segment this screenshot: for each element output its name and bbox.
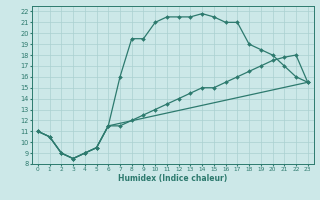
X-axis label: Humidex (Indice chaleur): Humidex (Indice chaleur): [118, 174, 228, 183]
